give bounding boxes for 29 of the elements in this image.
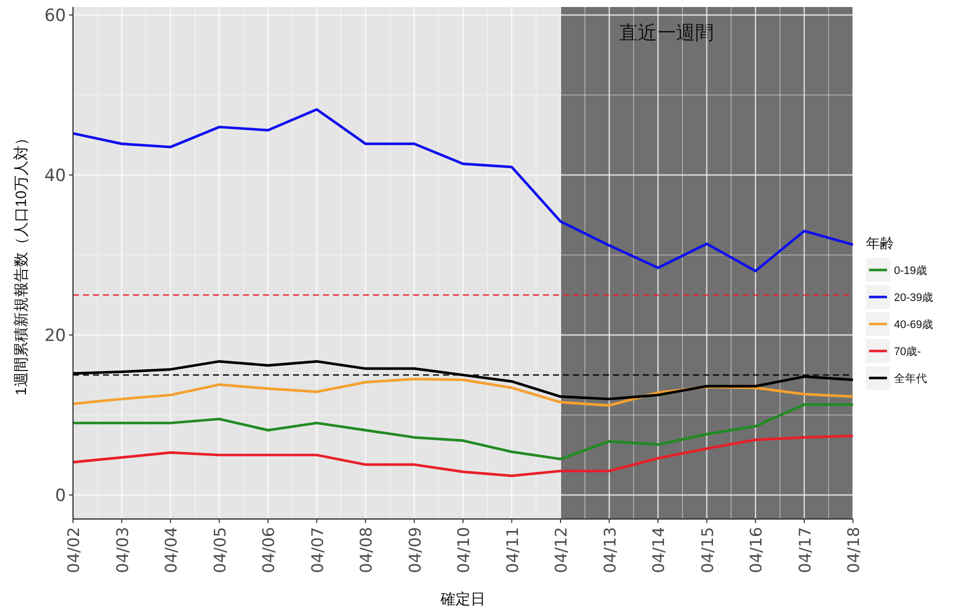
x-tick-label: 04/14 bbox=[649, 527, 668, 574]
legend-label: 20-39歳 bbox=[894, 291, 934, 304]
x-axis-title: 確定日 bbox=[440, 591, 486, 608]
x-tick-label: 04/07 bbox=[308, 527, 327, 574]
x-tick-label: 04/15 bbox=[698, 527, 717, 574]
x-tick-label: 04/05 bbox=[210, 527, 230, 574]
x-tick-label: 04/12 bbox=[552, 527, 570, 574]
x-tick-label: 04/17 bbox=[795, 527, 814, 574]
x-tick-label: 04/08 bbox=[356, 527, 376, 574]
legend-label: 40-69歳 bbox=[894, 318, 934, 331]
y-tick-label: 20 bbox=[44, 326, 66, 346]
x-tick-label: 04/04 bbox=[162, 527, 180, 574]
legend-title: 年齢 bbox=[866, 235, 894, 251]
y-axis-title: 1週間累積新規報告数（人口10万人対） bbox=[13, 130, 30, 396]
x-tick-label: 04/09 bbox=[405, 527, 424, 574]
x-tick-label: 04/02 bbox=[64, 527, 83, 574]
y-tick-label: 60 bbox=[44, 6, 66, 26]
x-tick-label: 04/13 bbox=[600, 527, 620, 574]
x-tick-label: 04/06 bbox=[259, 527, 278, 574]
legend-label: 0-19歳 bbox=[894, 264, 928, 277]
x-tick-label: 04/10 bbox=[454, 527, 473, 574]
legend-label: 70歳- bbox=[894, 345, 922, 358]
x-tick-label: 04/11 bbox=[502, 527, 522, 574]
x-tick-label: 04/18 bbox=[844, 527, 863, 574]
legend-label: 全年代 bbox=[894, 373, 927, 385]
x-tick-label: 04/16 bbox=[746, 527, 766, 574]
y-tick-label: 0 bbox=[55, 486, 66, 506]
x-tick-label: 04/03 bbox=[112, 527, 132, 574]
y-tick-label: 40 bbox=[44, 166, 66, 186]
